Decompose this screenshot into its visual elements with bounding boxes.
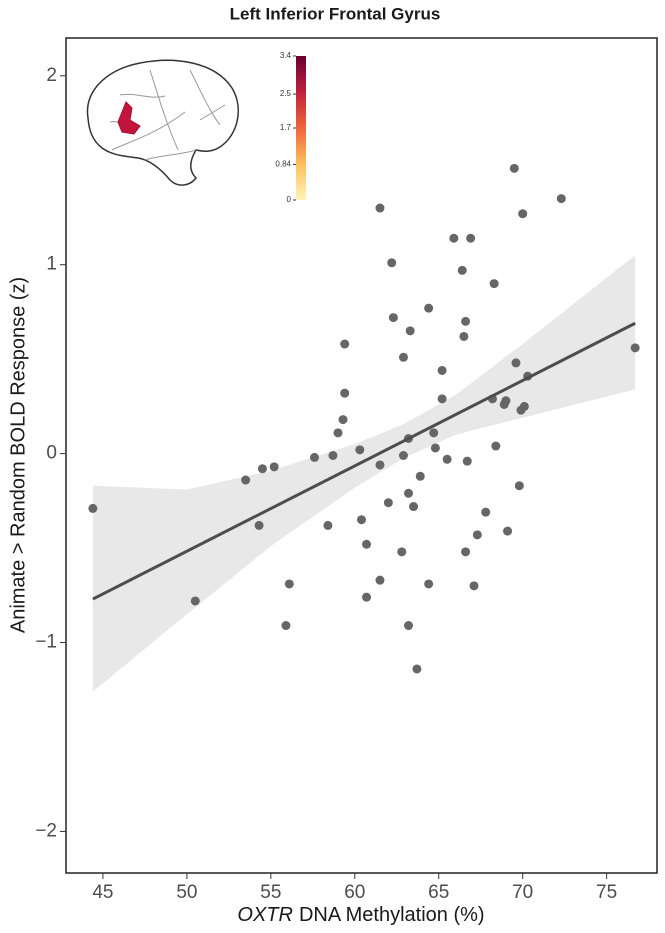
x-tick-label: 60 <box>344 882 365 903</box>
data-point <box>469 581 479 591</box>
data-point <box>630 343 640 353</box>
data-point <box>514 481 524 491</box>
y-tick-label: 0 <box>46 443 57 464</box>
data-point <box>457 265 467 275</box>
data-point <box>387 258 397 268</box>
colorbar-tick-label: 0 <box>287 195 292 204</box>
colorbar-tick-label: 1.7 <box>280 123 292 132</box>
data-point <box>241 475 251 485</box>
data-point <box>254 520 264 530</box>
data-point <box>88 503 98 513</box>
colorbar-tick-label: 0.84 <box>275 160 291 169</box>
data-point <box>383 498 393 508</box>
data-point <box>340 339 350 349</box>
data-point <box>489 279 499 289</box>
data-point <box>340 388 350 398</box>
data-point <box>398 352 408 362</box>
data-point <box>429 428 439 438</box>
data-point <box>397 547 407 557</box>
colorbar <box>296 56 306 200</box>
x-tick-label: 65 <box>428 882 449 903</box>
data-point <box>405 326 415 336</box>
data-point <box>462 456 472 466</box>
data-point <box>309 452 319 462</box>
data-point <box>362 592 372 602</box>
data-point <box>362 539 372 549</box>
data-point <box>328 451 338 460</box>
data-point <box>472 530 482 540</box>
data-point <box>491 441 501 451</box>
brain-outline <box>86 59 239 186</box>
data-point <box>412 664 422 674</box>
data-point <box>284 579 294 589</box>
y-tick-label: 1 <box>46 254 57 275</box>
x-tick-label: 50 <box>176 882 197 903</box>
colorbar-tick-label: 3.4 <box>280 51 292 60</box>
x-tick-label: 70 <box>512 882 533 903</box>
x-tick-label: 45 <box>92 882 113 903</box>
brain-inset <box>86 59 239 186</box>
data-point <box>449 233 459 243</box>
data-point <box>375 203 385 213</box>
data-point <box>355 445 365 455</box>
x-tick-label: 55 <box>260 882 281 903</box>
data-point <box>190 596 200 606</box>
regression-line <box>92 321 636 601</box>
data-point <box>388 313 398 323</box>
data-point <box>281 621 291 631</box>
data-point <box>404 621 414 631</box>
brain-region <box>117 101 141 135</box>
data-point <box>461 547 471 557</box>
data-point <box>459 331 469 341</box>
data-point <box>415 471 425 481</box>
colorbar-tick-label: 2.5 <box>280 89 292 98</box>
data-point <box>556 194 566 204</box>
y-tick-label: 2 <box>46 65 57 86</box>
data-point <box>409 502 419 512</box>
data-point <box>424 303 434 313</box>
data-point <box>519 401 529 411</box>
data-point <box>404 488 414 498</box>
data-point <box>481 507 491 517</box>
x-axis-label-italic: OXTR <box>237 904 293 926</box>
data-point <box>424 579 434 589</box>
data-point <box>338 415 348 425</box>
data-point <box>511 358 521 368</box>
data-point <box>269 462 279 472</box>
x-axis-label-rest: DNA Methylation (%) <box>299 904 485 926</box>
data-point <box>357 515 366 525</box>
y-tick-label: −1 <box>35 632 57 653</box>
x-tick-label: 75 <box>596 882 617 903</box>
plot-area <box>88 163 640 692</box>
data-point <box>430 443 440 453</box>
data-point <box>501 396 511 406</box>
data-point <box>333 428 343 438</box>
data-point <box>442 454 452 464</box>
data-point <box>503 526 513 536</box>
data-point <box>257 464 267 474</box>
plot-frame <box>65 37 658 874</box>
data-point <box>375 460 385 470</box>
data-point <box>398 451 408 460</box>
data-point <box>437 365 447 375</box>
chart-title: Left Inferior Frontal Gyrus <box>230 4 441 23</box>
data-point <box>509 163 519 173</box>
data-point <box>323 520 333 530</box>
y-axis-label: Animate > Random BOLD Response (z) <box>7 277 29 633</box>
data-point <box>375 575 385 585</box>
confidence-band <box>92 255 636 692</box>
data-point <box>461 316 471 326</box>
x-axis-label: OXTR DNA Methylation (%) <box>237 904 484 926</box>
y-tick-label: −2 <box>35 820 57 841</box>
data-point <box>466 233 476 243</box>
data-point <box>518 209 528 219</box>
data-point <box>437 394 447 404</box>
